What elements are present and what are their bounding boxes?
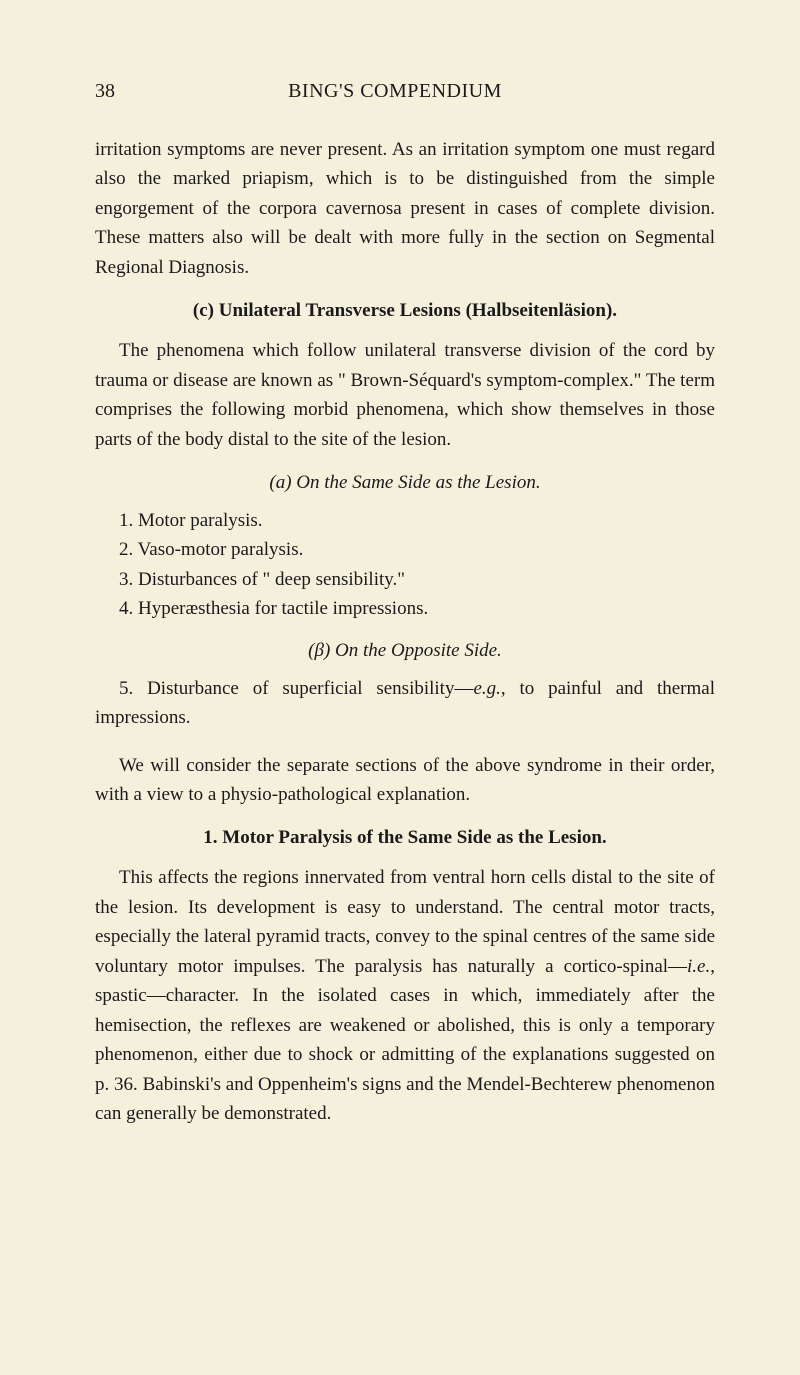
para-item5: 5. Disturbance of superficial sensibilit…: [95, 674, 715, 733]
section-c-heading: (c) Unilateral Transverse Lesions (Halbs…: [95, 300, 715, 322]
list-item-3: 3. Disturbances of " deep sensibility.": [95, 565, 715, 594]
para5-italic: i.e.: [687, 956, 710, 977]
subsection-a-letter: a: [276, 472, 286, 493]
list-item-4: 4. Hyperæsthesia for tactile impressions…: [95, 594, 715, 623]
para3-italic: e.g.: [473, 678, 500, 699]
para5-part2: , spastic—character. In the isolated cas…: [95, 956, 715, 1124]
para-consider: We will consider the separate sections o…: [95, 751, 715, 810]
intro-paragraph: irritation symptoms are never present. A…: [95, 135, 715, 282]
section-1-title: Motor Paralysis of the Same Side as the …: [222, 827, 606, 848]
section-1-paragraph: This affects the regions innervated from…: [95, 863, 715, 1128]
section-c-title: Unilateral Transverse Lesions (Halbseite…: [219, 300, 617, 321]
subsection-b-label: (β): [308, 640, 330, 661]
subsection-a-heading: (a) On the Same Side as the Lesion.: [95, 472, 715, 494]
list-item-1: 1. Motor paralysis.: [95, 506, 715, 535]
page-header: 38 BING'S COMPENDIUM: [95, 80, 715, 103]
subsection-b-title: On the Opposite Side.: [335, 640, 502, 661]
para3-prefix: 5. Disturbance of superficial sensibilit…: [119, 678, 473, 699]
section-c-label: (c): [193, 300, 214, 321]
para5-part1: This affects the regions innervated from…: [95, 867, 715, 976]
section-1-number: 1.: [203, 827, 217, 848]
section-c-paragraph: The phenomena which follow unilateral tr…: [95, 336, 715, 454]
subsection-a-title: On the Same Side as the Lesion.: [296, 472, 540, 493]
subsection-b-heading: (β) On the Opposite Side.: [95, 640, 715, 662]
subsection-a-label: (a): [269, 472, 291, 493]
section-1-heading: 1. Motor Paralysis of the Same Side as t…: [95, 827, 715, 849]
page-title: BING'S COMPENDIUM: [115, 80, 675, 103]
page-number: 38: [95, 80, 115, 103]
list-item-2: 2. Vaso-motor paralysis.: [95, 535, 715, 564]
